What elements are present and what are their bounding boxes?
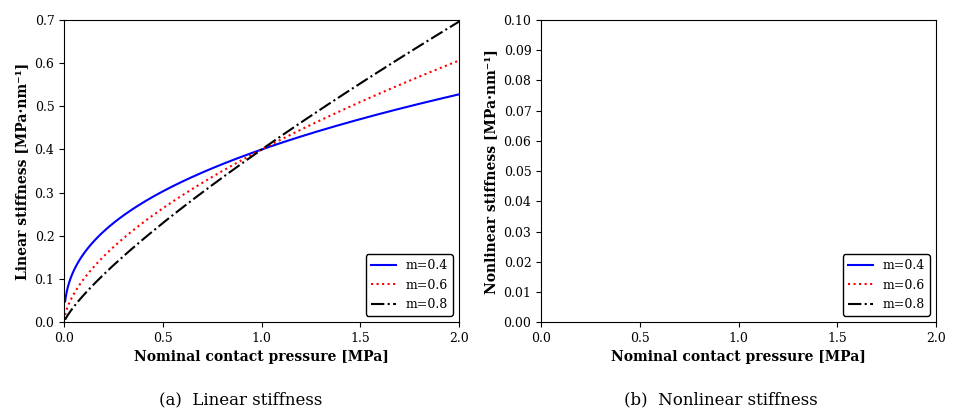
m=0.6 [383,87,395,92]
m=0.4 [209,164,221,169]
m=0.6 [60,313,71,317]
m=0.4 [354,117,365,122]
Legend: m=0.4, m=0.6, m=0.8: m=0.4, m=0.6, m=0.8 [843,255,930,316]
Y-axis label: Nonlinear stiffness [MPa·nm⁻¹]: Nonlinear stiffness [MPa·nm⁻¹] [484,49,498,293]
m=0.6 [131,225,142,230]
m=0.4 [296,134,308,139]
m=0.6 [354,100,365,105]
m=0.8 [315,106,327,111]
m=0.4 [454,92,465,97]
m=0.4 [60,299,71,304]
m=0.4 [383,109,395,114]
Line: m=0.8: m=0.8 [65,22,459,320]
Legend: m=0.4, m=0.6, m=0.8: m=0.4, m=0.6, m=0.8 [365,255,453,316]
Line: m=0.4: m=0.4 [541,0,936,3]
m=0.8 [354,82,365,86]
X-axis label: Nominal contact pressure [MPa]: Nominal contact pressure [MPa] [611,350,866,364]
m=0.4 [131,204,142,209]
Line: m=0.4: m=0.4 [65,94,459,302]
m=0.4 [930,1,942,6]
Text: (a)  Linear stiffness: (a) Linear stiffness [159,391,322,408]
m=0.6 [209,173,221,177]
m=0.8 [209,180,221,185]
Line: m=0.6: m=0.6 [65,60,459,315]
m=0.6 [296,127,308,132]
m=0.6 [454,58,465,63]
m=0.8 [131,242,142,247]
m=0.8 [60,317,71,322]
m=0.8 [383,62,395,67]
Y-axis label: Linear stiffness [MPa·nm⁻¹]: Linear stiffness [MPa·nm⁻¹] [15,62,29,280]
m=0.8 [296,120,308,124]
m=0.8 [454,19,465,24]
m=0.4 [315,128,327,133]
Text: (b)  Nonlinear stiffness: (b) Nonlinear stiffness [624,391,818,408]
m=0.6 [315,118,327,122]
X-axis label: Nominal contact pressure [MPa]: Nominal contact pressure [MPa] [135,350,389,364]
